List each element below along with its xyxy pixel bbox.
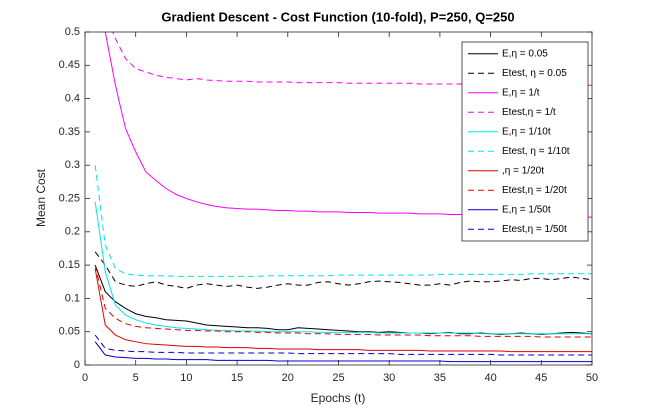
legend-label: Etest, η = 0.05 xyxy=(502,68,567,79)
legend-box xyxy=(461,41,589,242)
legend-label: Etest, η = 1/10t xyxy=(502,146,570,157)
x-tick-label: 25 xyxy=(332,372,344,384)
x-tick-label: 10 xyxy=(180,372,192,384)
legend-label: ,η = 1/20t xyxy=(502,165,544,176)
x-tick-label: 15 xyxy=(231,372,243,384)
y-tick-label: 0.45 xyxy=(59,59,80,71)
series-line xyxy=(94,165,592,277)
legend-label: Etest,η = 1/50t xyxy=(502,224,567,235)
legend-label: E,η = 1/10t xyxy=(502,126,551,137)
series-line xyxy=(94,264,592,338)
series-line xyxy=(94,201,592,335)
y-tick-label: 0.35 xyxy=(59,126,80,138)
legend-label: Etest,η = 1/20t xyxy=(502,185,567,196)
x-tick-label: 20 xyxy=(282,372,294,384)
series-line xyxy=(94,334,592,356)
x-tick-label: 35 xyxy=(434,372,446,384)
chart-title: Gradient Descent - Cost Function (10-fol… xyxy=(161,9,514,24)
x-tick-label: 40 xyxy=(484,372,496,384)
x-axis-label: Epochs (t) xyxy=(311,391,366,405)
series-line xyxy=(94,251,592,289)
y-tick-label: 0.25 xyxy=(59,192,80,204)
legend-label: Etest,η = 1/t xyxy=(502,107,556,118)
y-tick-label: 0.3 xyxy=(65,159,80,171)
y-axis-label: Mean Cost xyxy=(34,168,48,227)
x-tick-label: 45 xyxy=(535,372,547,384)
legend-label: E,η = 1/t xyxy=(502,87,540,98)
y-tick-label: 0.4 xyxy=(65,93,80,105)
x-tick-label: 5 xyxy=(133,372,139,384)
x-tick-label: 0 xyxy=(82,372,88,384)
y-tick-label: 0.5 xyxy=(65,26,80,38)
x-tick-label: 50 xyxy=(586,372,598,384)
legend-label: E,η = 1/50t xyxy=(502,204,551,215)
y-tick-label: 0.05 xyxy=(59,326,80,338)
series-line xyxy=(94,268,592,353)
y-tick-label: 0.1 xyxy=(65,292,80,304)
y-tick-label: 0.2 xyxy=(65,226,80,238)
legend: E,η = 0.05 Etest, η = 0.05 E,η = 1/t Etest,… xyxy=(461,41,589,242)
series-line xyxy=(94,341,592,363)
y-tick-label: 0 xyxy=(74,359,80,371)
legend-label: E,η = 0.05 xyxy=(502,48,548,59)
x-tick-label: 30 xyxy=(383,372,395,384)
y-tick-label: 0.15 xyxy=(59,259,80,271)
